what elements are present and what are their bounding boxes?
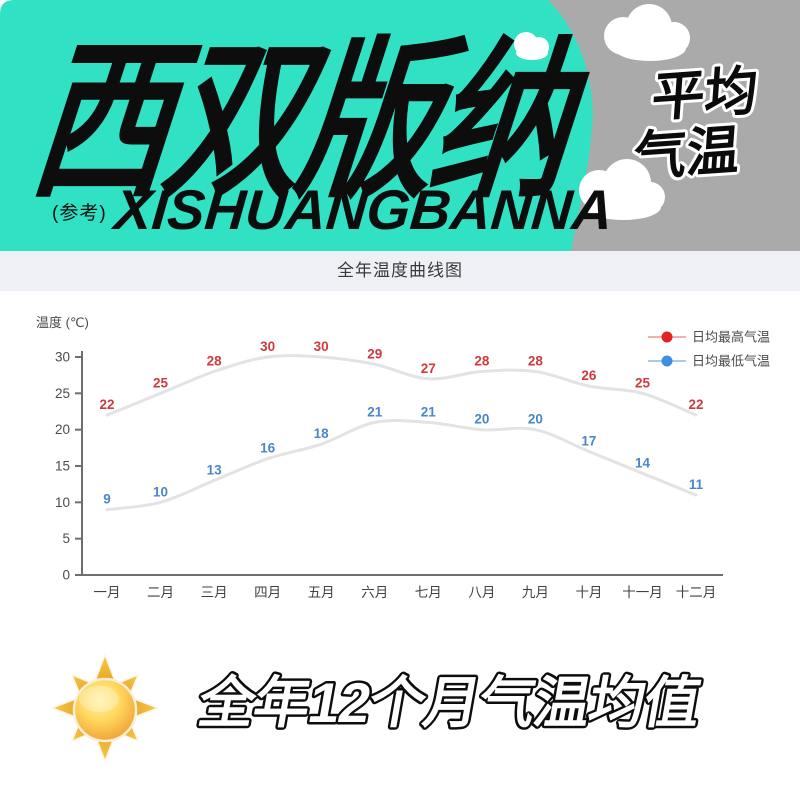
y-tick-label: 20 [55, 422, 70, 437]
high-temp-value: 30 [314, 339, 329, 354]
x-tick-label: 九月 [522, 585, 549, 600]
reference-note: (参考) [52, 203, 107, 224]
low-temp-value: 11 [689, 477, 704, 492]
low-temp-value: 21 [421, 404, 437, 419]
cloud-icon [604, 4, 690, 61]
slogan-text: 全年12个月气温均值 [193, 671, 705, 734]
low-temp-value: 10 [153, 484, 168, 499]
average-temp-badge: 平均 气温 [629, 59, 763, 191]
chart-title: 全年温度曲线图 [337, 261, 463, 280]
y-tick-label: 0 [62, 568, 70, 583]
high-temp-value: 22 [689, 397, 704, 412]
low-temp-value: 21 [367, 404, 383, 419]
footer-banner: 全年12个月气温均值 [0, 640, 800, 800]
x-tick-label: 六月 [361, 585, 388, 600]
header-banner: 西双版纳 (参考) XISHUANGBANNA 平均 气温 [0, 0, 800, 251]
high-temp-value: 27 [421, 361, 436, 376]
y-tick-label: 10 [55, 495, 70, 510]
temperature-chart: 温度 (℃) 0 5 10 15 20 25 30 一月 二月 三月 四月 五月 六月 七月 八月 九月 十月 十一… [0, 291, 800, 641]
x-tick-label: 三月 [201, 585, 228, 600]
high-temp-value: 25 [635, 375, 651, 390]
high-temp-value: 28 [207, 354, 223, 369]
x-tick-label: 十二月 [676, 585, 717, 600]
footer-slogan: 全年12个月气温均值 [190, 669, 707, 737]
city-title-en: XISHUANGBANNA [112, 178, 616, 241]
x-tick-label: 一月 [94, 585, 121, 600]
legend-label: 日均最低气温 [692, 354, 770, 369]
cloud-icon [514, 32, 549, 60]
x-tick-label: 四月 [254, 585, 281, 600]
y-axis-title: 温度 (℃) [36, 315, 89, 330]
low-temp-value: 20 [474, 412, 489, 427]
cloud-icon [579, 159, 665, 220]
badge-line2: 气温 [632, 121, 742, 188]
y-tick-label: 5 [62, 531, 70, 546]
high-temp-value: 28 [474, 354, 490, 369]
high-temp-value: 25 [153, 375, 169, 390]
y-tick-label: 25 [55, 386, 70, 401]
teal-banner-shape [0, 0, 593, 251]
low-temp-value: 16 [260, 441, 276, 456]
header-background [0, 0, 800, 251]
high-temp-value: 28 [528, 354, 544, 369]
x-tick-label: 十月 [575, 585, 602, 600]
high-temp-value: 29 [367, 346, 382, 361]
x-tick-label: 七月 [415, 585, 442, 600]
low-temp-value: 13 [207, 463, 223, 478]
sun-icon [51, 654, 159, 762]
legend-marker-dot [661, 331, 673, 343]
legend-marker-dot [661, 355, 673, 367]
line-chart-canvas: 温度 (℃) 0 5 10 15 20 25 30 一月 二月 三月 四月 五月 六月 七月 八月 九月 十月 十一… [36, 315, 770, 600]
y-tick-label: 30 [55, 349, 70, 364]
badge-line1: 平均 [650, 62, 760, 129]
x-tick-label: 五月 [308, 585, 335, 600]
line-high-temp [105, 354, 698, 417]
low-temp-value: 18 [314, 426, 330, 441]
x-tick-label: 二月 [147, 585, 174, 600]
low-temp-value: 14 [635, 455, 651, 470]
high-temp-value: 26 [581, 368, 597, 383]
line-low-temp [105, 419, 698, 512]
low-temp-value: 9 [103, 492, 111, 507]
x-tick-label: 十一月 [622, 585, 663, 600]
low-temp-value: 17 [581, 433, 596, 448]
high-temp-value: 30 [260, 339, 275, 354]
y-tick-label: 15 [55, 458, 70, 473]
chart-title-bar: 全年温度曲线图 [0, 251, 800, 291]
high-temp-value: 22 [99, 397, 114, 412]
low-temp-value: 20 [528, 412, 543, 427]
x-tick-label: 八月 [468, 585, 495, 600]
legend-label: 日均最高气温 [692, 330, 770, 345]
